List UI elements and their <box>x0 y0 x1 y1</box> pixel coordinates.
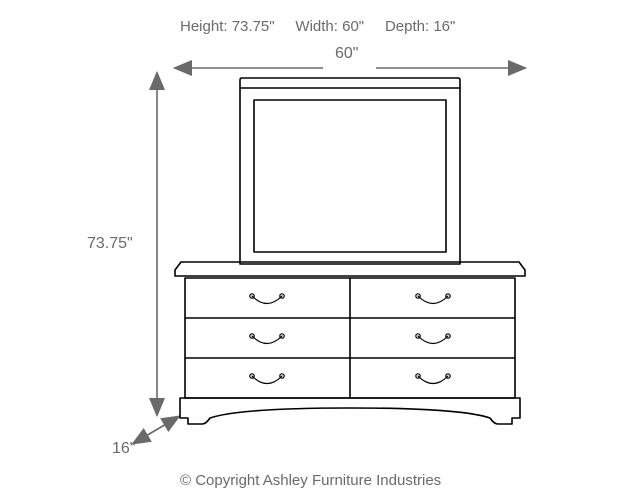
depth-arrow <box>134 417 178 443</box>
mirror-crown <box>240 78 460 88</box>
diagram-canvas: Height: 73.75" Width: 60" Depth: 16" 60"… <box>0 0 625 500</box>
furniture-outline <box>175 78 525 424</box>
mirror-frame-outer <box>240 88 460 264</box>
dresser-base <box>180 398 520 424</box>
line-drawing <box>0 0 625 500</box>
mirror-glass <box>254 100 446 252</box>
